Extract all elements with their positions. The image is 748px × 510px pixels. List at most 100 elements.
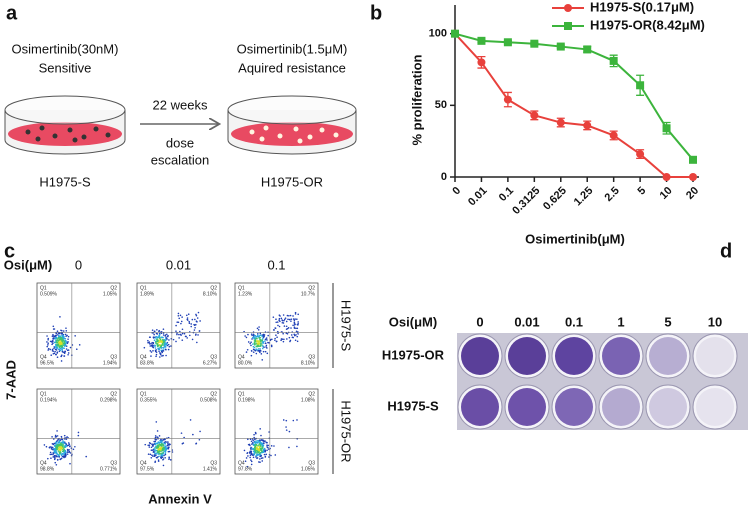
event-dot xyxy=(193,323,195,326)
event-dot xyxy=(62,442,64,444)
event-dot xyxy=(160,454,162,457)
event-dot xyxy=(58,451,61,453)
event-dot xyxy=(251,443,253,445)
event-dot xyxy=(164,441,167,443)
event-dot xyxy=(67,353,69,356)
event-dot xyxy=(262,335,265,337)
event-dot xyxy=(263,453,266,456)
event-dot xyxy=(43,444,46,446)
event-dot xyxy=(251,338,253,340)
event-dot xyxy=(156,436,158,438)
event-dot xyxy=(48,446,51,449)
event-dot xyxy=(168,458,170,461)
event-dot xyxy=(265,346,267,348)
event-dot xyxy=(149,350,152,352)
marker xyxy=(609,131,618,140)
cell-label: H1975-OR xyxy=(261,174,323,189)
event-dot xyxy=(278,319,280,321)
event-dot xyxy=(255,348,257,350)
event-dot xyxy=(259,458,261,460)
event-dot xyxy=(56,440,58,443)
event-dot xyxy=(155,442,157,445)
event-dot xyxy=(66,451,69,453)
event-dot xyxy=(156,430,159,432)
event-dot xyxy=(157,453,159,455)
x-tick-label: 0 xyxy=(450,185,463,198)
event-dot xyxy=(164,442,166,445)
event-dot xyxy=(52,456,55,458)
y-axis-label: 7-AAD xyxy=(3,360,18,400)
event-dot xyxy=(184,335,187,338)
event-dot xyxy=(160,332,163,335)
quadrant-name: Q3 xyxy=(210,460,217,466)
event-dot xyxy=(164,445,166,447)
event-dot xyxy=(168,339,170,341)
event-dot xyxy=(56,356,59,358)
event-dot xyxy=(250,354,253,357)
event-dot xyxy=(56,444,59,446)
event-dot xyxy=(47,347,50,350)
event-dot xyxy=(197,334,199,336)
event-dot xyxy=(281,319,284,322)
event-dot xyxy=(244,335,246,337)
event-dot xyxy=(154,436,157,439)
event-dot xyxy=(167,441,169,443)
event-dot xyxy=(162,346,165,349)
event-dot xyxy=(158,343,161,346)
event-dot xyxy=(69,445,71,447)
event-dot xyxy=(158,455,160,458)
event-dot xyxy=(250,463,253,466)
event-dot xyxy=(55,435,58,438)
well-stain xyxy=(461,388,499,426)
event-dot xyxy=(47,457,49,460)
event-dot xyxy=(249,456,251,459)
event-dot xyxy=(268,456,270,458)
event-dot xyxy=(54,337,57,340)
quadrant-value: 0.298% xyxy=(100,397,118,403)
event-dot xyxy=(177,312,180,315)
cell-label: H1975-S xyxy=(39,174,91,189)
quadrant-name: Q2 xyxy=(210,285,217,291)
event-dot xyxy=(195,333,197,336)
event-dot xyxy=(63,447,65,449)
quadrant-value: 1.41% xyxy=(203,466,218,472)
event-dot xyxy=(181,332,184,335)
event-dot xyxy=(257,340,260,342)
event-dot xyxy=(257,329,260,331)
x-tick-label: 0.01 xyxy=(466,185,490,209)
event-dot xyxy=(195,313,197,316)
event-dot xyxy=(261,457,264,459)
event-dot xyxy=(197,311,200,314)
event-dot xyxy=(260,457,263,460)
event-dot xyxy=(62,453,65,455)
event-dot xyxy=(288,336,291,339)
event-dot xyxy=(164,342,166,344)
event-dot xyxy=(276,336,278,338)
event-dot xyxy=(162,464,165,467)
event-dot xyxy=(247,341,250,343)
event-dot xyxy=(160,443,163,446)
event-dot xyxy=(75,348,78,350)
event-dot xyxy=(152,349,154,352)
event-dot xyxy=(53,454,56,457)
marker xyxy=(636,150,645,159)
event-dot xyxy=(162,348,165,350)
event-dot xyxy=(285,419,288,422)
event-dot xyxy=(69,346,72,349)
event-dot xyxy=(148,444,151,447)
event-dot xyxy=(165,447,168,450)
event-dot xyxy=(157,449,160,451)
event-dot xyxy=(66,436,68,438)
event-dot xyxy=(256,332,259,335)
event-dot xyxy=(275,340,278,343)
event-dot xyxy=(296,327,299,330)
event-dot xyxy=(259,461,261,464)
event-dot xyxy=(259,455,261,458)
event-dot xyxy=(294,311,297,314)
event-dot xyxy=(60,454,63,457)
event-dot xyxy=(159,356,161,358)
event-dot xyxy=(191,338,194,341)
event-dot xyxy=(164,453,167,456)
event-dot xyxy=(64,344,67,347)
